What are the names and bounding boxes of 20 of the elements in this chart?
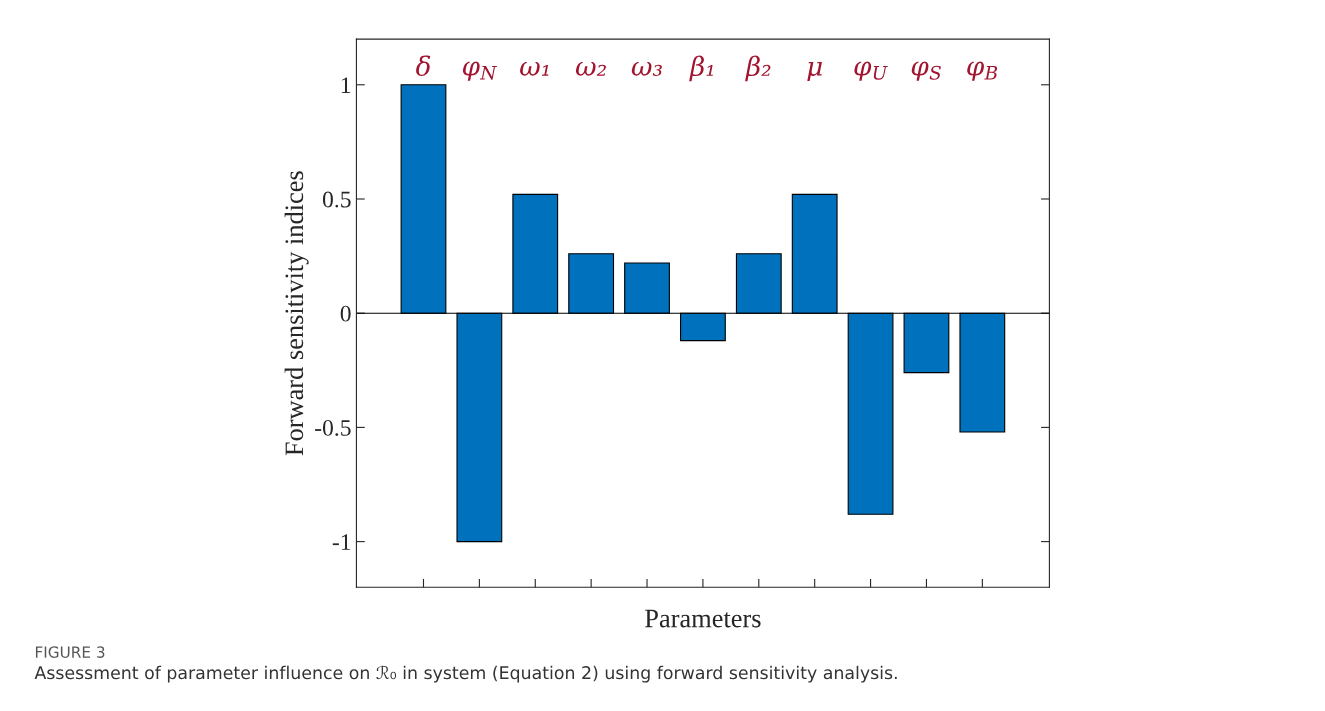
y-tick-label: 0 (340, 305, 351, 322)
x-tick-label: φ$_{S}$ (911, 61, 941, 81)
y-axis-title: Forward sensitivity indices (284, 171, 309, 456)
x-tick-label: ω₁ (520, 61, 549, 76)
x-tick-label: δ (416, 55, 431, 76)
x-axis-title: Parameters (645, 609, 761, 628)
x-tick-label: μ (807, 61, 822, 82)
x-tick-label: β₂ (745, 55, 771, 82)
x-tick-label: φ$_{B}$ (967, 61, 998, 81)
x-tick-label: β₁ (689, 55, 713, 82)
x-tick-label: φ$_{U}$ (854, 61, 888, 81)
text: Assessment of parameter influence on ℛ₀ in system (Equation 2) using forward sensitivity analysis. (34, 665, 897, 683)
y-tick-label: 1 (341, 77, 351, 93)
x-tick-label: ω₂ (575, 61, 606, 76)
x-tick-label: φ$_{N}$ (462, 61, 497, 81)
y-tick-label: -1 (332, 534, 351, 550)
y-tick-label: -0.5 (315, 419, 351, 436)
y-tick-label: 0.5 (322, 191, 351, 208)
x-tick-label: ω₃ (631, 61, 662, 76)
caption: FIGURE 3 (35, 646, 105, 658)
